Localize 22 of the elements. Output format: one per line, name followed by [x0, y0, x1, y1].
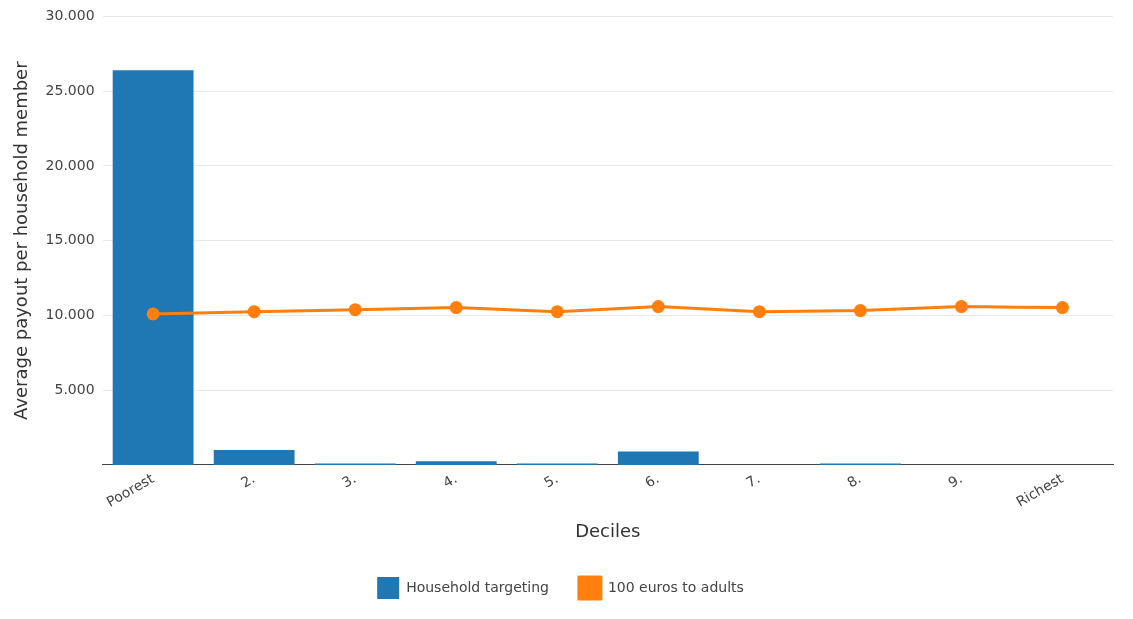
x-tick-label: 2. — [237, 470, 258, 491]
y-axis-title: Average payout per household member — [10, 60, 32, 420]
y-tick-label: 25.000 — [45, 81, 95, 98]
y-tick-label: 5.000 — [54, 380, 95, 397]
x-tick-label: 7. — [743, 470, 763, 491]
y-tick-label: 10.000 — [45, 306, 95, 323]
x-tick-label: 4. — [440, 470, 460, 491]
legend-label: Household targeting — [406, 578, 549, 595]
x-tick-label: 9. — [945, 470, 965, 491]
bar — [213, 449, 295, 465]
y-tick-label: 30.000 — [45, 7, 95, 24]
x-tick-label: 5. — [541, 470, 561, 491]
y-tick-label: 20.000 — [45, 156, 95, 173]
x-tick-label: 6. — [642, 470, 662, 491]
bar — [617, 451, 699, 465]
y-tick-label: 15.000 — [45, 231, 95, 248]
bar — [112, 70, 194, 465]
bar — [415, 461, 497, 465]
x-tick-label: 8. — [844, 470, 864, 491]
x-axis-title: Deciles — [575, 519, 641, 541]
legend-label: 100 euros to adults — [607, 578, 744, 595]
x-tick-label: 3. — [338, 470, 359, 491]
